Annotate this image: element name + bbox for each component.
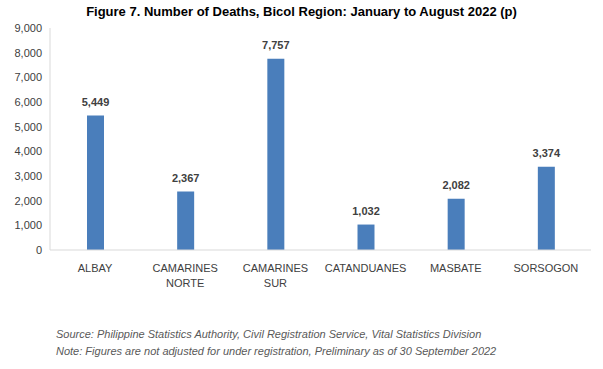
svg-text:5,000: 5,000 <box>14 121 42 133</box>
svg-text:2,367: 2,367 <box>172 172 200 184</box>
svg-text:2,082: 2,082 <box>442 179 470 191</box>
svg-text:5,449: 5,449 <box>82 96 110 108</box>
svg-text:CAMARINES: CAMARINES <box>153 262 218 274</box>
svg-text:2,000: 2,000 <box>14 195 42 207</box>
svg-text:9,000: 9,000 <box>14 22 42 34</box>
svg-text:4,000: 4,000 <box>14 145 42 157</box>
svg-text:CAMARINES: CAMARINES <box>243 262 308 274</box>
html-text:Note: Figures are not adjusted: Note: Figures are not adjusted for under… <box>56 345 497 357</box>
html-text:Figure 7. Number of Deaths, Bi: Figure 7. Number of Deaths, Bicol Region… <box>86 4 517 19</box>
svg-text:7,000: 7,000 <box>14 71 42 83</box>
svg-text:7,757: 7,757 <box>262 39 290 51</box>
svg-text:CATANDUANES: CATANDUANES <box>325 262 407 274</box>
svg-text:NORTE: NORTE <box>166 277 204 289</box>
svg-text:6,000: 6,000 <box>14 96 42 108</box>
svg-text:8,000: 8,000 <box>14 47 42 59</box>
svg-text:SORSOGON: SORSOGON <box>514 262 579 274</box>
svg-text:SUR: SUR <box>264 277 287 289</box>
svg-text:3,000: 3,000 <box>14 170 42 182</box>
svg-text:MASBATE: MASBATE <box>430 262 482 274</box>
svg-text:1,000: 1,000 <box>14 219 42 231</box>
svg-text:3,374: 3,374 <box>533 147 561 159</box>
svg-text:ALBAY: ALBAY <box>78 262 113 274</box>
svg-text:0: 0 <box>36 244 42 256</box>
html-text:Source: Philippine Statistics: Source: Philippine Statistics Authority,… <box>56 328 482 340</box>
svg-text:1,032: 1,032 <box>352 205 380 217</box>
